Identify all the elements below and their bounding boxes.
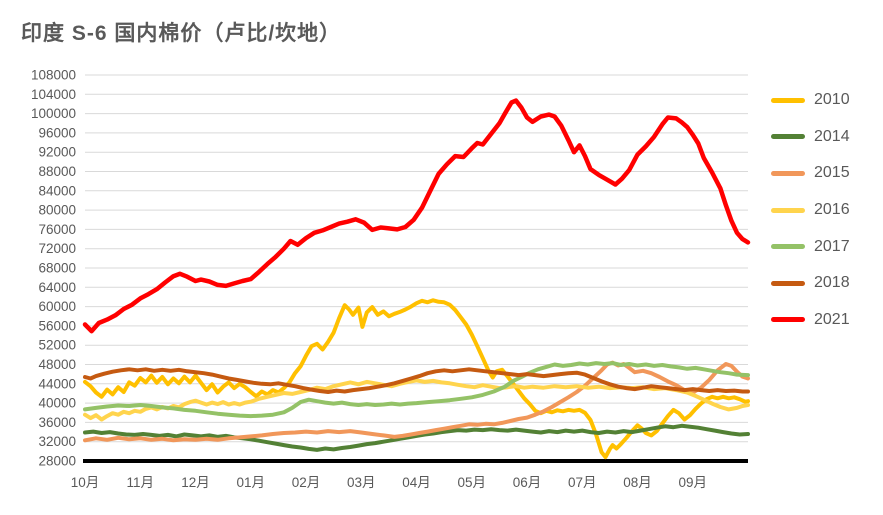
y-tick-label: 96000 bbox=[38, 125, 76, 140]
legend-label-2014: 2014 bbox=[814, 127, 850, 145]
y-tick-label: 64000 bbox=[38, 280, 76, 295]
legend-swatch-2010 bbox=[771, 97, 805, 103]
series-2015-line bbox=[83, 360, 750, 443]
y-tick-label: 56000 bbox=[38, 318, 76, 333]
y-tick-label: 28000 bbox=[38, 454, 76, 469]
y-tick-label: 52000 bbox=[38, 338, 76, 353]
y-tick-label: 108000 bbox=[31, 68, 76, 83]
x-tick-label: 12月 bbox=[181, 475, 210, 490]
y-tick-label: 80000 bbox=[38, 203, 76, 218]
chart-title: 印度 S-6 国内棉价（卢比/坎地） bbox=[21, 22, 342, 45]
legend-label-2016: 2016 bbox=[814, 201, 850, 219]
y-tick-label: 104000 bbox=[31, 87, 76, 102]
y-tick-label: 60000 bbox=[38, 299, 76, 314]
y-tick-label: 44000 bbox=[38, 376, 76, 391]
y-tick-label: 68000 bbox=[38, 261, 76, 276]
y-tick-label: 48000 bbox=[38, 357, 76, 372]
x-tick-label: 01月 bbox=[236, 475, 265, 490]
y-tick-label: 76000 bbox=[38, 222, 76, 237]
legend-label-2010: 2010 bbox=[814, 91, 850, 109]
legend-item-2017: 2017 bbox=[771, 228, 850, 265]
x-tick-label: 03月 bbox=[347, 475, 376, 490]
y-tick-label: 40000 bbox=[38, 396, 76, 411]
y-tick-label: 84000 bbox=[38, 183, 76, 198]
legend-label-2015: 2015 bbox=[814, 164, 850, 182]
legend-swatch-2017 bbox=[771, 244, 805, 250]
legend-item-2018: 2018 bbox=[771, 265, 850, 302]
x-tick-label: 02月 bbox=[292, 475, 321, 490]
x-tick-label: 04月 bbox=[402, 475, 431, 490]
legend: 2010 2014 2015 2016 2017 2018 2021 bbox=[771, 82, 850, 338]
series-2021-line bbox=[82, 98, 751, 334]
legend-swatch-2018 bbox=[771, 280, 805, 286]
legend-label-2017: 2017 bbox=[814, 237, 850, 255]
legend-item-2021: 2021 bbox=[771, 302, 850, 339]
y-tick-label: 92000 bbox=[38, 145, 76, 160]
y-tick-label: 72000 bbox=[38, 241, 76, 256]
x-tick-label: 09月 bbox=[678, 475, 707, 490]
x-tick-label: 10月 bbox=[71, 475, 100, 490]
y-tick-label: 32000 bbox=[38, 434, 76, 449]
series-2010-line bbox=[83, 298, 750, 460]
x-tick-label: 11月 bbox=[126, 475, 154, 490]
legend-item-2015: 2015 bbox=[771, 155, 850, 192]
x-tick-label: 06月 bbox=[513, 475, 542, 490]
x-tick-label: 08月 bbox=[623, 475, 652, 490]
series-2018-line bbox=[83, 367, 750, 394]
legend-swatch-2021 bbox=[771, 317, 805, 323]
y-tick-label: 100000 bbox=[31, 106, 76, 121]
series-2017-line bbox=[83, 361, 750, 419]
y-tick-label: 88000 bbox=[38, 164, 76, 179]
legend-label-2021: 2021 bbox=[814, 310, 850, 328]
y-tick-label: 36000 bbox=[38, 415, 76, 430]
legend-item-2016: 2016 bbox=[771, 192, 850, 229]
x-tick-label: 07月 bbox=[568, 475, 597, 490]
legend-swatch-2015 bbox=[771, 170, 805, 176]
series-2014-line bbox=[83, 423, 750, 452]
legend-swatch-2016 bbox=[771, 207, 805, 213]
legend-item-2010: 2010 bbox=[771, 82, 850, 119]
legend-swatch-2014 bbox=[771, 134, 805, 140]
x-tick-label: 05月 bbox=[457, 475, 486, 490]
legend-label-2018: 2018 bbox=[814, 274, 850, 292]
legend-item-2014: 2014 bbox=[771, 119, 850, 156]
